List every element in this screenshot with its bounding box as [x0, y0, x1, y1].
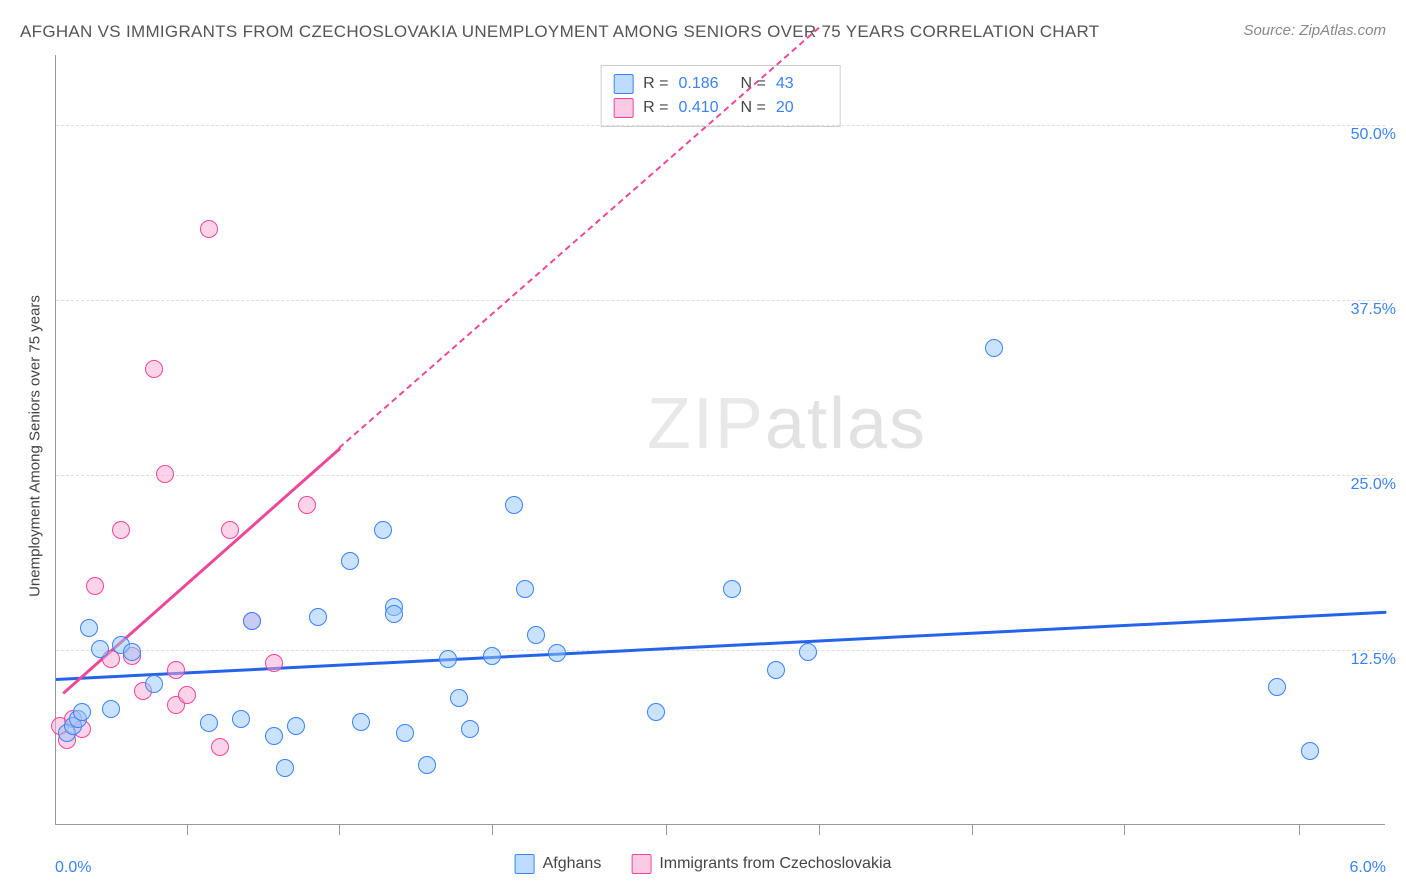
scatter-point-pink [112, 521, 130, 539]
trend-line-dashed [339, 27, 820, 448]
scatter-point-pink [200, 220, 218, 238]
scatter-point-blue [799, 643, 817, 661]
scatter-point-blue [374, 521, 392, 539]
x-tick-max: 6.0% [1350, 859, 1386, 877]
y-tick-label: 50.0% [1351, 126, 1396, 144]
scatter-point-blue [527, 626, 545, 644]
scatter-point-pink [265, 654, 283, 672]
scatter-point-pink [221, 521, 239, 539]
gridline-v [666, 825, 667, 835]
legend-swatch [613, 98, 633, 118]
scatter-point-pink [298, 496, 316, 514]
scatter-point-pink [145, 360, 163, 378]
legend-correlation: R = 0.186 N = 43 R = 0.410 N = 20 [600, 65, 841, 127]
scatter-point-blue [309, 608, 327, 626]
scatter-point-blue [985, 339, 1003, 357]
legend-series-label: Afghans [543, 855, 602, 873]
scatter-point-blue [341, 552, 359, 570]
chart-title: AFGHAN VS IMMIGRANTS FROM CZECHOSLOVAKIA… [20, 22, 1099, 42]
legend-correlation-row: R = 0.410 N = 20 [613, 96, 828, 120]
scatter-point-blue [1268, 678, 1286, 696]
scatter-point-blue [396, 724, 414, 742]
scatter-point-blue [461, 720, 479, 738]
scatter-point-blue [200, 714, 218, 732]
legend-series: Afghans Immigrants from Czechoslovakia [515, 854, 892, 874]
scatter-point-blue [123, 643, 141, 661]
y-tick-label: 12.5% [1351, 651, 1396, 669]
y-axis-label: Unemployment Among Seniors over 75 years [27, 295, 44, 597]
stat-n-label: N = [741, 99, 766, 117]
gridline-h [56, 475, 1385, 476]
stat-n-value: 20 [776, 99, 828, 117]
scatter-point-blue [548, 644, 566, 662]
scatter-point-blue [723, 580, 741, 598]
legend-correlation-row: R =0.186N =43 [613, 72, 828, 96]
stat-r-label: R = [643, 75, 668, 93]
scatter-point-pink [167, 661, 185, 679]
scatter-point-blue [385, 605, 403, 623]
legend-swatch [613, 74, 633, 94]
scatter-point-pink [178, 686, 196, 704]
scatter-point-blue [647, 703, 665, 721]
scatter-point-blue [450, 689, 468, 707]
scatter-point-blue [243, 612, 261, 630]
gridline-v [339, 825, 340, 835]
legend-series-item: Afghans [515, 854, 602, 874]
scatter-point-blue [232, 710, 250, 728]
x-tick-min: 0.0% [55, 859, 91, 877]
scatter-point-blue [91, 640, 109, 658]
scatter-point-blue [287, 717, 305, 735]
gridline-v [187, 825, 188, 835]
scatter-point-pink [86, 577, 104, 595]
source-label: Source: ZipAtlas.com [1243, 22, 1386, 39]
gridline-v [1124, 825, 1125, 835]
scatter-point-blue [102, 700, 120, 718]
scatter-point-blue [352, 713, 370, 731]
y-tick-label: 37.5% [1351, 301, 1396, 319]
scatter-point-blue [516, 580, 534, 598]
scatter-point-blue [418, 756, 436, 774]
stat-r-value: 0.410 [679, 99, 731, 117]
scatter-point-blue [767, 661, 785, 679]
gridline-v [819, 825, 820, 835]
scatter-point-blue [73, 703, 91, 721]
scatter-point-blue [80, 619, 98, 637]
chart-container: AFGHAN VS IMMIGRANTS FROM CZECHOSLOVAKIA… [0, 0, 1406, 892]
y-tick-label: 25.0% [1351, 476, 1396, 494]
scatter-point-pink [211, 738, 229, 756]
gridline-v [492, 825, 493, 835]
stat-r-value: 0.186 [679, 75, 731, 93]
gridline-v [972, 825, 973, 835]
gridline-h [56, 125, 1385, 126]
legend-series-label: Immigrants from Czechoslovakia [659, 855, 891, 873]
scatter-point-blue [505, 496, 523, 514]
scatter-point-blue [483, 647, 501, 665]
legend-swatch [515, 854, 535, 874]
stat-n-value: 43 [776, 75, 828, 93]
legend-series-item: Immigrants from Czechoslovakia [631, 854, 891, 874]
gridline-h [56, 650, 1385, 651]
plot-area: ZIPatlas R = 0.186 N = 43 R = 0.410 N = 20 [55, 55, 1385, 825]
legend-swatch [631, 854, 651, 874]
stat-r-label: R = [643, 99, 668, 117]
scatter-point-blue [439, 650, 457, 668]
gridline-h [56, 300, 1385, 301]
scatter-point-blue [276, 759, 294, 777]
scatter-point-blue [145, 675, 163, 693]
gridline-v [1299, 825, 1300, 835]
scatter-point-blue [1301, 742, 1319, 760]
scatter-point-pink [156, 465, 174, 483]
scatter-point-blue [265, 727, 283, 745]
watermark: ZIPatlas [647, 383, 927, 465]
